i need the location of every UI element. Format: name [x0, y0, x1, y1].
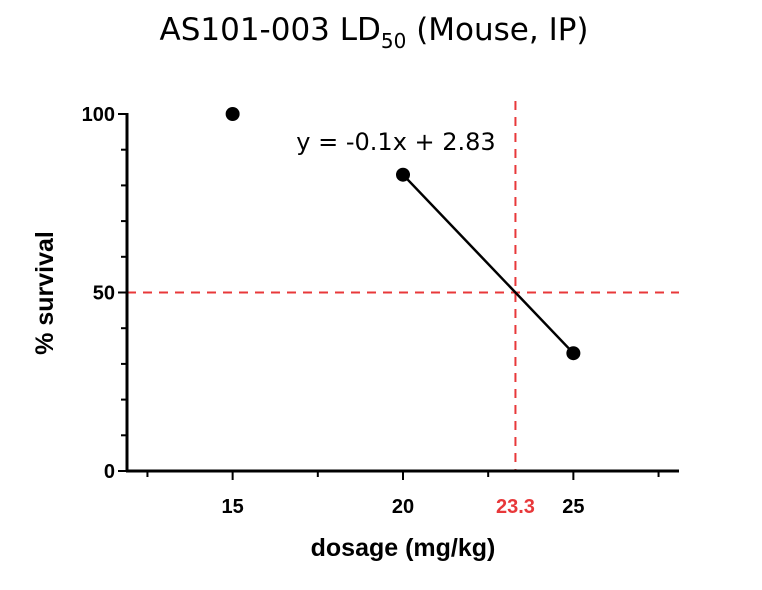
- equation-label: y = -0.1x + 2.83: [296, 128, 495, 156]
- x-axis-label: dosage (mg/kg): [311, 534, 496, 562]
- ref-x-label: 23.3: [496, 496, 535, 518]
- title-main: AS101-003 LD: [159, 12, 380, 48]
- data-point: [566, 346, 581, 361]
- data-point: [225, 107, 240, 121]
- x-tick-label: 25: [562, 496, 584, 518]
- y-tick-label: 50: [93, 283, 115, 305]
- y-axis-label: % survival: [31, 231, 59, 355]
- data-point: [396, 167, 410, 182]
- y-tick-label: 0: [104, 461, 115, 483]
- title-suffix: (Mouse, IP): [406, 12, 588, 48]
- x-tick-label: 20: [392, 496, 414, 518]
- chart-title: AS101-003 LD50 (Mouse, IP): [159, 12, 588, 53]
- title-subscript: 50: [381, 29, 406, 53]
- fit-line: [402, 173, 575, 355]
- y-tick-label: 100: [82, 104, 115, 126]
- data-layer: [225, 107, 581, 361]
- reference-lines: [127, 101, 679, 471]
- x-tick-label: 15: [222, 496, 244, 518]
- axes: 0 50 100 15 20 25 23.3: [82, 104, 679, 518]
